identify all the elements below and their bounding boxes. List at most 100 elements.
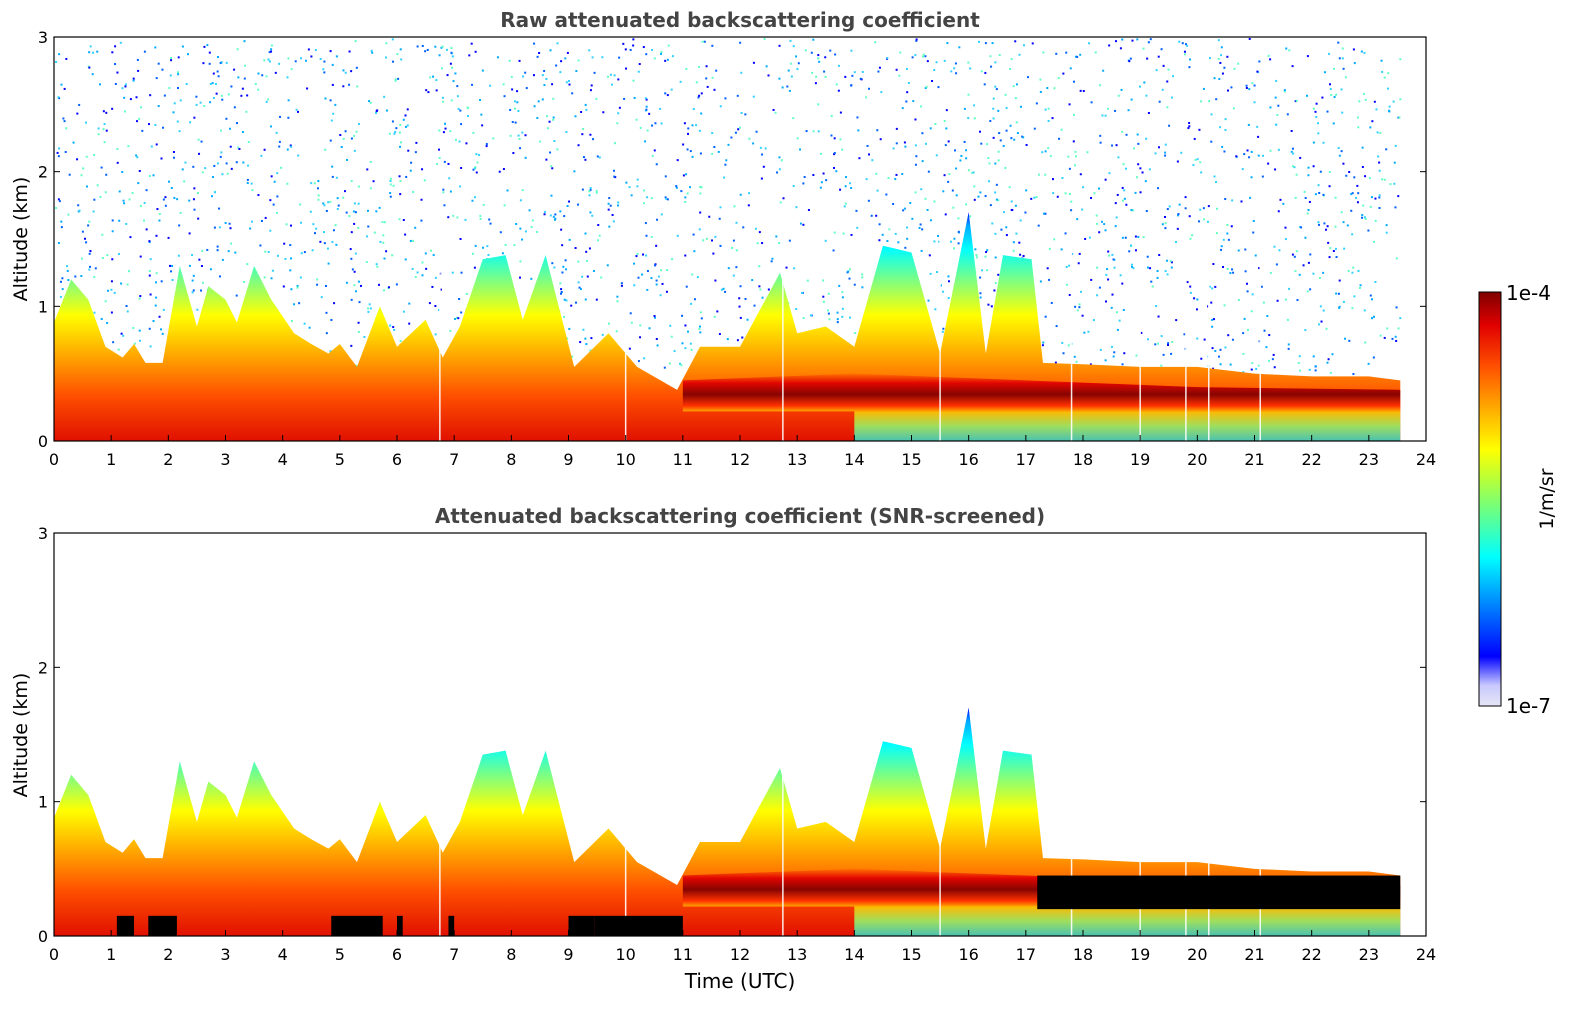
- top-noise-point: [359, 284, 362, 287]
- top-noise-point: [827, 312, 830, 315]
- top-noise-point: [1227, 89, 1230, 92]
- top-noise-point: [1229, 363, 1232, 366]
- top-noise-point: [879, 138, 882, 141]
- top-noise-point: [673, 350, 676, 353]
- bottom-y-tick-label: 1: [38, 793, 48, 812]
- top-noise-point: [197, 192, 200, 195]
- top-noise-point: [1137, 235, 1140, 238]
- top-noise-point: [612, 220, 615, 223]
- top-noise-point: [589, 89, 592, 92]
- top-noise-point: [905, 67, 908, 70]
- top-noise-point: [986, 249, 989, 252]
- bottom-x-tick-label: 3: [220, 945, 230, 964]
- top-aerosol-layer: [682, 373, 1401, 412]
- top-noise-point: [189, 121, 192, 124]
- top-noise-point: [1230, 225, 1233, 228]
- top-noise-point: [452, 80, 455, 83]
- top-noise-point: [1373, 100, 1376, 103]
- top-noise-point: [705, 77, 708, 80]
- top-noise-point: [1374, 281, 1377, 284]
- top-noise-point: [759, 288, 762, 291]
- top-noise-point: [442, 188, 445, 191]
- top-noise-point: [965, 157, 968, 160]
- top-noise-point: [438, 129, 441, 132]
- top-noise-point: [717, 150, 720, 153]
- top-noise-point: [1375, 108, 1378, 111]
- top-noise-point: [761, 242, 764, 245]
- top-noise-point: [953, 237, 956, 240]
- top-noise-point: [409, 239, 412, 242]
- top-noise-point: [697, 96, 700, 99]
- top-noise-point: [94, 267, 97, 270]
- top-noise-point: [921, 132, 924, 135]
- top-y-tick-label: 3: [38, 28, 48, 47]
- top-noise-point: [914, 118, 917, 121]
- top-noise-point: [1200, 100, 1203, 103]
- top-noise-point: [1221, 145, 1224, 148]
- top-noise-point: [449, 62, 452, 65]
- top-noise-point: [1237, 299, 1240, 302]
- top-noise-point: [1325, 228, 1328, 231]
- top-noise-point: [102, 110, 105, 113]
- top-noise-point: [398, 131, 401, 134]
- top-noise-point: [154, 281, 157, 284]
- top-noise-point: [737, 128, 740, 131]
- top-noise-point: [270, 44, 273, 47]
- top-noise-point: [1248, 88, 1251, 91]
- top-noise-point: [1251, 362, 1254, 365]
- top-noise-point: [1188, 215, 1191, 218]
- top-noise-point: [987, 157, 990, 160]
- top-noise-point: [80, 275, 83, 278]
- top-noise-point: [235, 294, 238, 297]
- top-noise-point: [1312, 165, 1315, 168]
- top-noise-point: [65, 57, 68, 60]
- top-noise-point: [1168, 124, 1171, 127]
- top-noise-point: [630, 321, 633, 324]
- top-noise-point: [1326, 225, 1329, 228]
- top-noise-point: [512, 151, 515, 154]
- top-noise-point: [342, 137, 345, 140]
- top-noise-point: [1213, 175, 1216, 178]
- top-noise-point: [1224, 346, 1227, 349]
- top-noise-point: [402, 310, 405, 313]
- top-noise-point: [99, 195, 102, 198]
- top-noise-point: [137, 69, 140, 72]
- top-noise-point: [521, 131, 524, 134]
- top-noise-point: [399, 123, 402, 126]
- top-noise-point: [331, 63, 334, 66]
- top-noise-point: [698, 94, 701, 97]
- top-noise-point: [84, 121, 87, 124]
- bottom-y-tick-label: 2: [38, 658, 48, 677]
- top-noise-point: [1178, 40, 1181, 43]
- top-noise-point: [1139, 167, 1142, 170]
- top-noise-point: [509, 108, 512, 111]
- top-noise-point: [801, 292, 804, 295]
- top-noise-point: [250, 220, 253, 223]
- top-noise-point: [111, 51, 114, 54]
- top-noise-point: [934, 123, 937, 126]
- top-noise-point: [1232, 271, 1235, 274]
- top-noise-point: [1215, 207, 1218, 210]
- top-noise-point: [472, 168, 475, 171]
- top-noise-point: [967, 117, 970, 120]
- top-noise-point: [817, 57, 820, 60]
- top-noise-point: [580, 111, 583, 114]
- top-noise-point: [577, 260, 580, 263]
- top-noise-point: [771, 257, 774, 260]
- top-noise-point: [533, 42, 536, 45]
- top-noise-point: [550, 165, 553, 168]
- top-noise-point: [1314, 193, 1317, 196]
- top-noise-point: [815, 75, 818, 78]
- top-noise-point: [518, 276, 521, 279]
- top-noise-point: [249, 227, 252, 230]
- top-noise-point: [636, 252, 639, 255]
- top-noise-point: [682, 143, 685, 146]
- top-noise-point: [1362, 92, 1365, 95]
- top-noise-point: [1317, 132, 1320, 135]
- top-y-tick-label: 0: [38, 432, 48, 451]
- top-noise-point: [875, 172, 878, 175]
- top-noise-point: [88, 51, 91, 54]
- top-noise-point: [289, 144, 292, 147]
- top-noise-point: [350, 298, 353, 301]
- top-noise-point: [1042, 51, 1045, 54]
